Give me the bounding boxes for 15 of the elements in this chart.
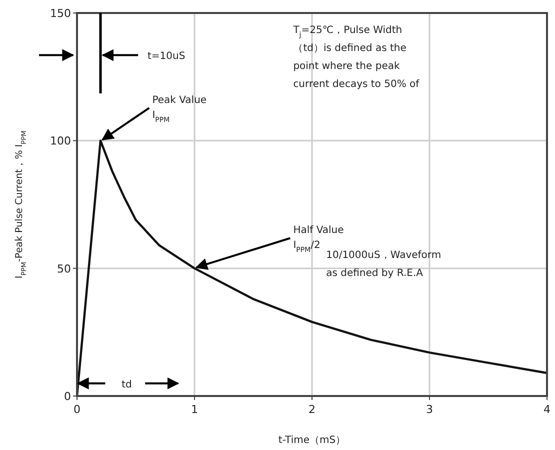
x-tick-label: 2 [308,403,316,416]
y-tick-label: 100 [50,134,71,148]
annotation: T$_{j}$=25℃，Pulse Width （td）is defined as the point where the peak current decays to 50% of [292,25,420,90]
x-tick-label: 0 [74,403,80,416]
line-series [76,140,548,398]
y-tick-label: 50 [57,262,71,276]
annotation: td [122,379,132,390]
x-tick-label: 1 [191,403,198,416]
y-tick-label: 150 [50,7,71,20]
x-axis-title: t-Time（mS） [278,435,346,446]
annotation: t=10uS [148,51,186,62]
y-tick-label: 0 [64,390,71,403]
x-tick-label: 4 [544,403,550,416]
annotation: Peak Value I$_{PPM}$ [152,94,207,124]
x-tick-label: 3 [426,403,433,416]
